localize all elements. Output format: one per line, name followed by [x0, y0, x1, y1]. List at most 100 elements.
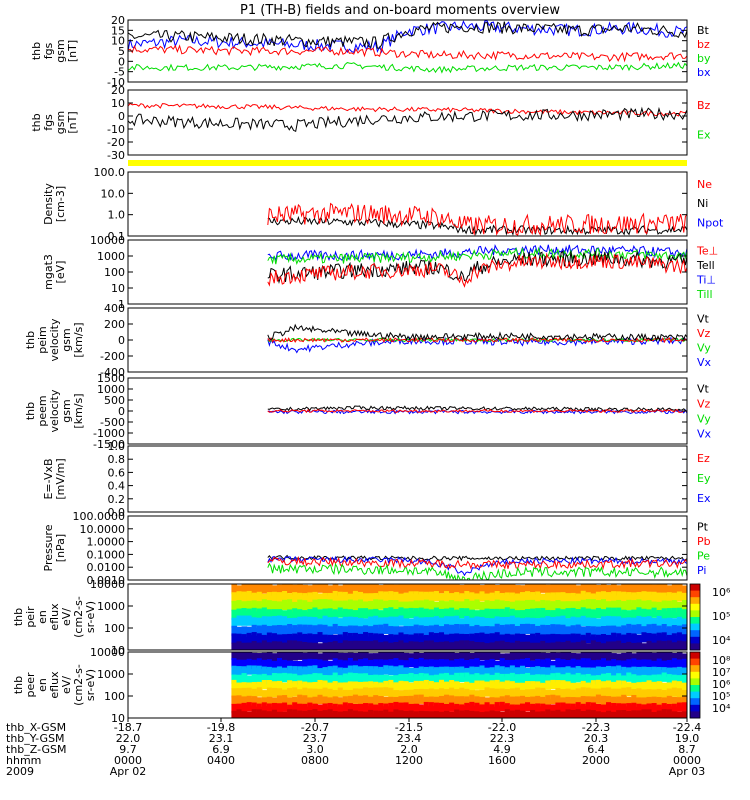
- spectrogram-cell: [423, 711, 430, 718]
- spectrogram-cell: [676, 666, 683, 677]
- spectrogram-cell: [676, 625, 683, 636]
- spectrogram-cell: [337, 697, 344, 707]
- spectrogram-cell: [388, 642, 395, 650]
- spectrogram-cell: [666, 703, 673, 714]
- spectrogram-cell: [428, 675, 435, 685]
- spectrogram-cell: [317, 584, 324, 593]
- y-tick-label: 15: [111, 24, 125, 37]
- spectrogram-cell: [676, 702, 683, 712]
- spectrogram-cell: [297, 624, 303, 635]
- spectrogram-cell: [590, 660, 597, 670]
- spectrogram-cell: [307, 616, 314, 627]
- spectrogram-cell: [595, 600, 602, 611]
- spectrogram-cell: [525, 681, 531, 691]
- spectrogram-cell: [408, 641, 415, 650]
- spectrogram-cell: [666, 659, 673, 670]
- spectrogram-cell: [555, 584, 562, 595]
- spectrogram-cell: [378, 687, 384, 697]
- spectrogram-cell: [671, 674, 678, 685]
- y-tick-label: 1000: [97, 668, 125, 681]
- spectrogram-cell: [433, 652, 440, 661]
- spectrogram-cell: [484, 687, 491, 697]
- spectrogram-cell: [378, 682, 384, 692]
- spectrogram-cell: [276, 641, 283, 650]
- spectrogram-cell: [312, 681, 319, 692]
- legend-entry: by: [697, 52, 711, 65]
- spectrogram-cell: [337, 704, 344, 714]
- spectrogram-cell: [373, 584, 379, 594]
- spectrogram-cell: [469, 652, 475, 663]
- spectrogram-cell: [494, 679, 501, 690]
- spectrogram-cell: [438, 584, 445, 594]
- spectrogram-cell: [631, 658, 637, 668]
- spectrogram-cell: [423, 617, 430, 628]
- spectrogram-cell: [337, 634, 344, 645]
- spectrogram-cell: [499, 640, 506, 650]
- spectrogram-cell: [681, 674, 687, 684]
- spectrogram-cell: [469, 682, 475, 693]
- y-axis-label-line: peir: [24, 606, 37, 628]
- spectrogram-cell: [499, 584, 506, 594]
- spectrogram-cell: [560, 659, 567, 669]
- spectrogram-cell: [585, 658, 592, 668]
- spectrogram-cell: [651, 689, 658, 699]
- spectrogram-cell: [332, 641, 339, 650]
- spectrogram-cell: [428, 625, 435, 636]
- ephemeris-value: 6.4: [587, 743, 605, 756]
- spectrogram-cell: [474, 680, 481, 690]
- spectrogram-cell: [611, 616, 617, 627]
- spectrogram-cell: [535, 658, 541, 669]
- spectrogram-cell: [631, 633, 637, 644]
- y-tick-label: 100: [104, 266, 125, 279]
- spectrogram-cell: [256, 633, 263, 644]
- spectrogram-cell: [256, 697, 263, 707]
- spectrogram-cell: [312, 607, 319, 618]
- spectrogram-cell: [600, 616, 607, 627]
- spectrogram-cell: [332, 590, 339, 602]
- spectrogram-cell: [550, 652, 556, 660]
- spectrogram-cell: [231, 674, 238, 684]
- spectrogram-cell: [464, 640, 470, 650]
- spectrogram-cell: [651, 642, 658, 650]
- spectrogram-cell: [373, 674, 379, 684]
- y-axis-label-line: thb: [30, 113, 43, 131]
- spectrogram-cell: [357, 688, 364, 698]
- spectrogram-cell: [292, 666, 298, 676]
- spectrogram-cell: [231, 642, 238, 650]
- spectrogram-cell: [251, 592, 258, 603]
- spectrogram-cell: [519, 618, 526, 629]
- spectrogram-cell: [428, 609, 435, 620]
- legend-entry: Tell: [696, 259, 715, 272]
- spectrogram-cell: [317, 593, 324, 604]
- spectrogram-cell: [383, 674, 389, 685]
- spectrogram-cell: [681, 696, 687, 706]
- spectrogram-cell: [535, 584, 541, 595]
- spectrogram-cell: [540, 666, 546, 677]
- spectrogram-cell: [595, 652, 602, 662]
- ephemeris-value: 23.1: [209, 732, 234, 745]
- spectrogram-cell: [484, 697, 491, 707]
- spectrogram-cell: [530, 633, 536, 644]
- spectrogram-cell: [418, 642, 425, 650]
- spectrogram-cell: [342, 696, 349, 706]
- spectrogram-cell: [595, 688, 602, 698]
- spectrogram-cell: [540, 696, 546, 707]
- spectrogram-cell: [621, 709, 627, 718]
- spectrogram-cell: [555, 680, 562, 690]
- spectrogram-cell: [656, 710, 663, 718]
- spectrogram-cell: [246, 652, 253, 661]
- spectrogram-cell: [307, 609, 314, 620]
- spectrogram-cell: [403, 710, 410, 718]
- spectrogram-cell: [317, 643, 324, 650]
- spectrogram-cell: [459, 696, 465, 706]
- spectrogram-cell: [459, 652, 465, 662]
- spectrogram-cell: [317, 673, 324, 683]
- spectrogram-cell: [666, 695, 673, 706]
- spectrogram-cell: [231, 658, 238, 668]
- spectrogram-cell: [514, 610, 521, 621]
- spectrogram-cell: [570, 607, 577, 619]
- spectrogram-cell: [271, 660, 278, 671]
- y-tick-label: -10: [107, 76, 125, 89]
- spectrogram-cell: [312, 584, 319, 595]
- spectrogram-cell: [580, 607, 587, 618]
